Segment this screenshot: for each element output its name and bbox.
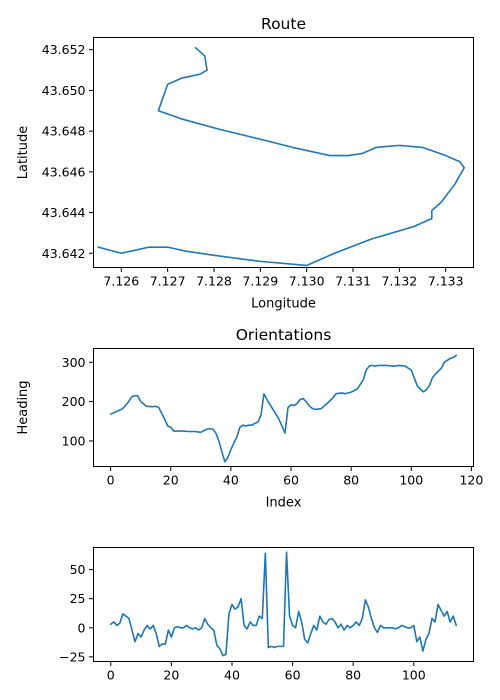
chart-0-y-axis-label: Latitude [16,126,31,180]
route-chart: 7.126 7.127 7.128 7.129 7.130 7.131 7.132 7.133… [16,15,474,312]
chart-0-x-axis-label: Longitude [251,297,316,312]
heading-diff-chart: 0 20 40 60 80 100 −25 0 25 50 [59,547,474,683]
chart-1-x-tick-label-1: 20 [163,473,179,488]
chart-1-x-tick-label-4: 80 [343,473,359,488]
chart-2-x-tick-label-0: 0 [107,668,115,683]
chart-0-y-tick-label-0: 43.642 [42,246,86,261]
chart-1-y-tick-label-2: 300 [62,355,86,370]
chart-0-x-tick-label-2: 7.128 [196,274,232,289]
chart-0-y-tick-label-5: 43.652 [42,42,86,57]
chart-1-title: Orientations [236,326,332,344]
chart-1-x-tick-label-2: 40 [223,473,239,488]
chart-1-y-axis-label: Heading [16,380,31,434]
chart-2-y-tick-label-0: −25 [59,649,85,664]
chart-0-title: Route [261,15,306,33]
chart-0-series-line-0 [97,46,466,267]
orientations-chart: 0 20 40 60 80 100 120 100 200 300 Orientations Inde… [16,326,483,511]
chart-0-x-tick-label-4: 7.130 [289,274,325,289]
chart-2-y-tick-label-1: 0 [78,620,86,635]
chart-2-axes-frame [93,547,474,662]
chart-0-y-tick-label-2: 43.646 [42,164,86,179]
chart-1-series-line-0 [109,354,458,463]
chart-0-x-tick-label-5: 7.131 [335,274,371,289]
chart-0-x-tick-label-3: 7.129 [242,274,278,289]
chart-2-series-line-0 [109,551,458,657]
chart-0-y-tick-label-4: 43.650 [42,83,86,98]
chart-1-axes-frame [93,348,474,467]
chart-1-x-tick-label-3: 60 [283,473,299,488]
chart-0-x-tick-label-7: 7.133 [428,274,464,289]
chart-0-x-tick-label-6: 7.132 [381,274,417,289]
chart-0-y-tick-label-1: 43.644 [42,205,86,220]
chart-2-y-tick-label-2: 25 [70,591,86,606]
chart-2-x-tick-label-5: 100 [402,668,426,683]
chart-1-y-tick-label-0: 100 [62,433,86,448]
chart-2-x-tick-label-4: 80 [345,668,361,683]
chart-1-x-axis-label: Index [266,496,302,511]
chart-1-y-tick-label-1: 200 [62,394,86,409]
chart-2-x-tick-label-3: 60 [285,668,301,683]
chart-1-x-tick-label-5: 100 [399,473,423,488]
chart-0-y-tick-label-3: 43.648 [42,124,86,139]
chart-2-x-tick-label-1: 20 [163,668,179,683]
chart-2-y-tick-label-3: 50 [70,562,86,577]
chart-0-x-tick-label-1: 7.127 [150,274,186,289]
chart-2-x-tick-label-2: 40 [224,668,240,683]
chart-1-x-tick-label-0: 0 [107,473,115,488]
chart-0-x-tick-label-0: 7.126 [103,274,139,289]
chart-1-x-tick-label-6: 120 [459,473,483,488]
chart-0-axes-frame [93,37,474,268]
